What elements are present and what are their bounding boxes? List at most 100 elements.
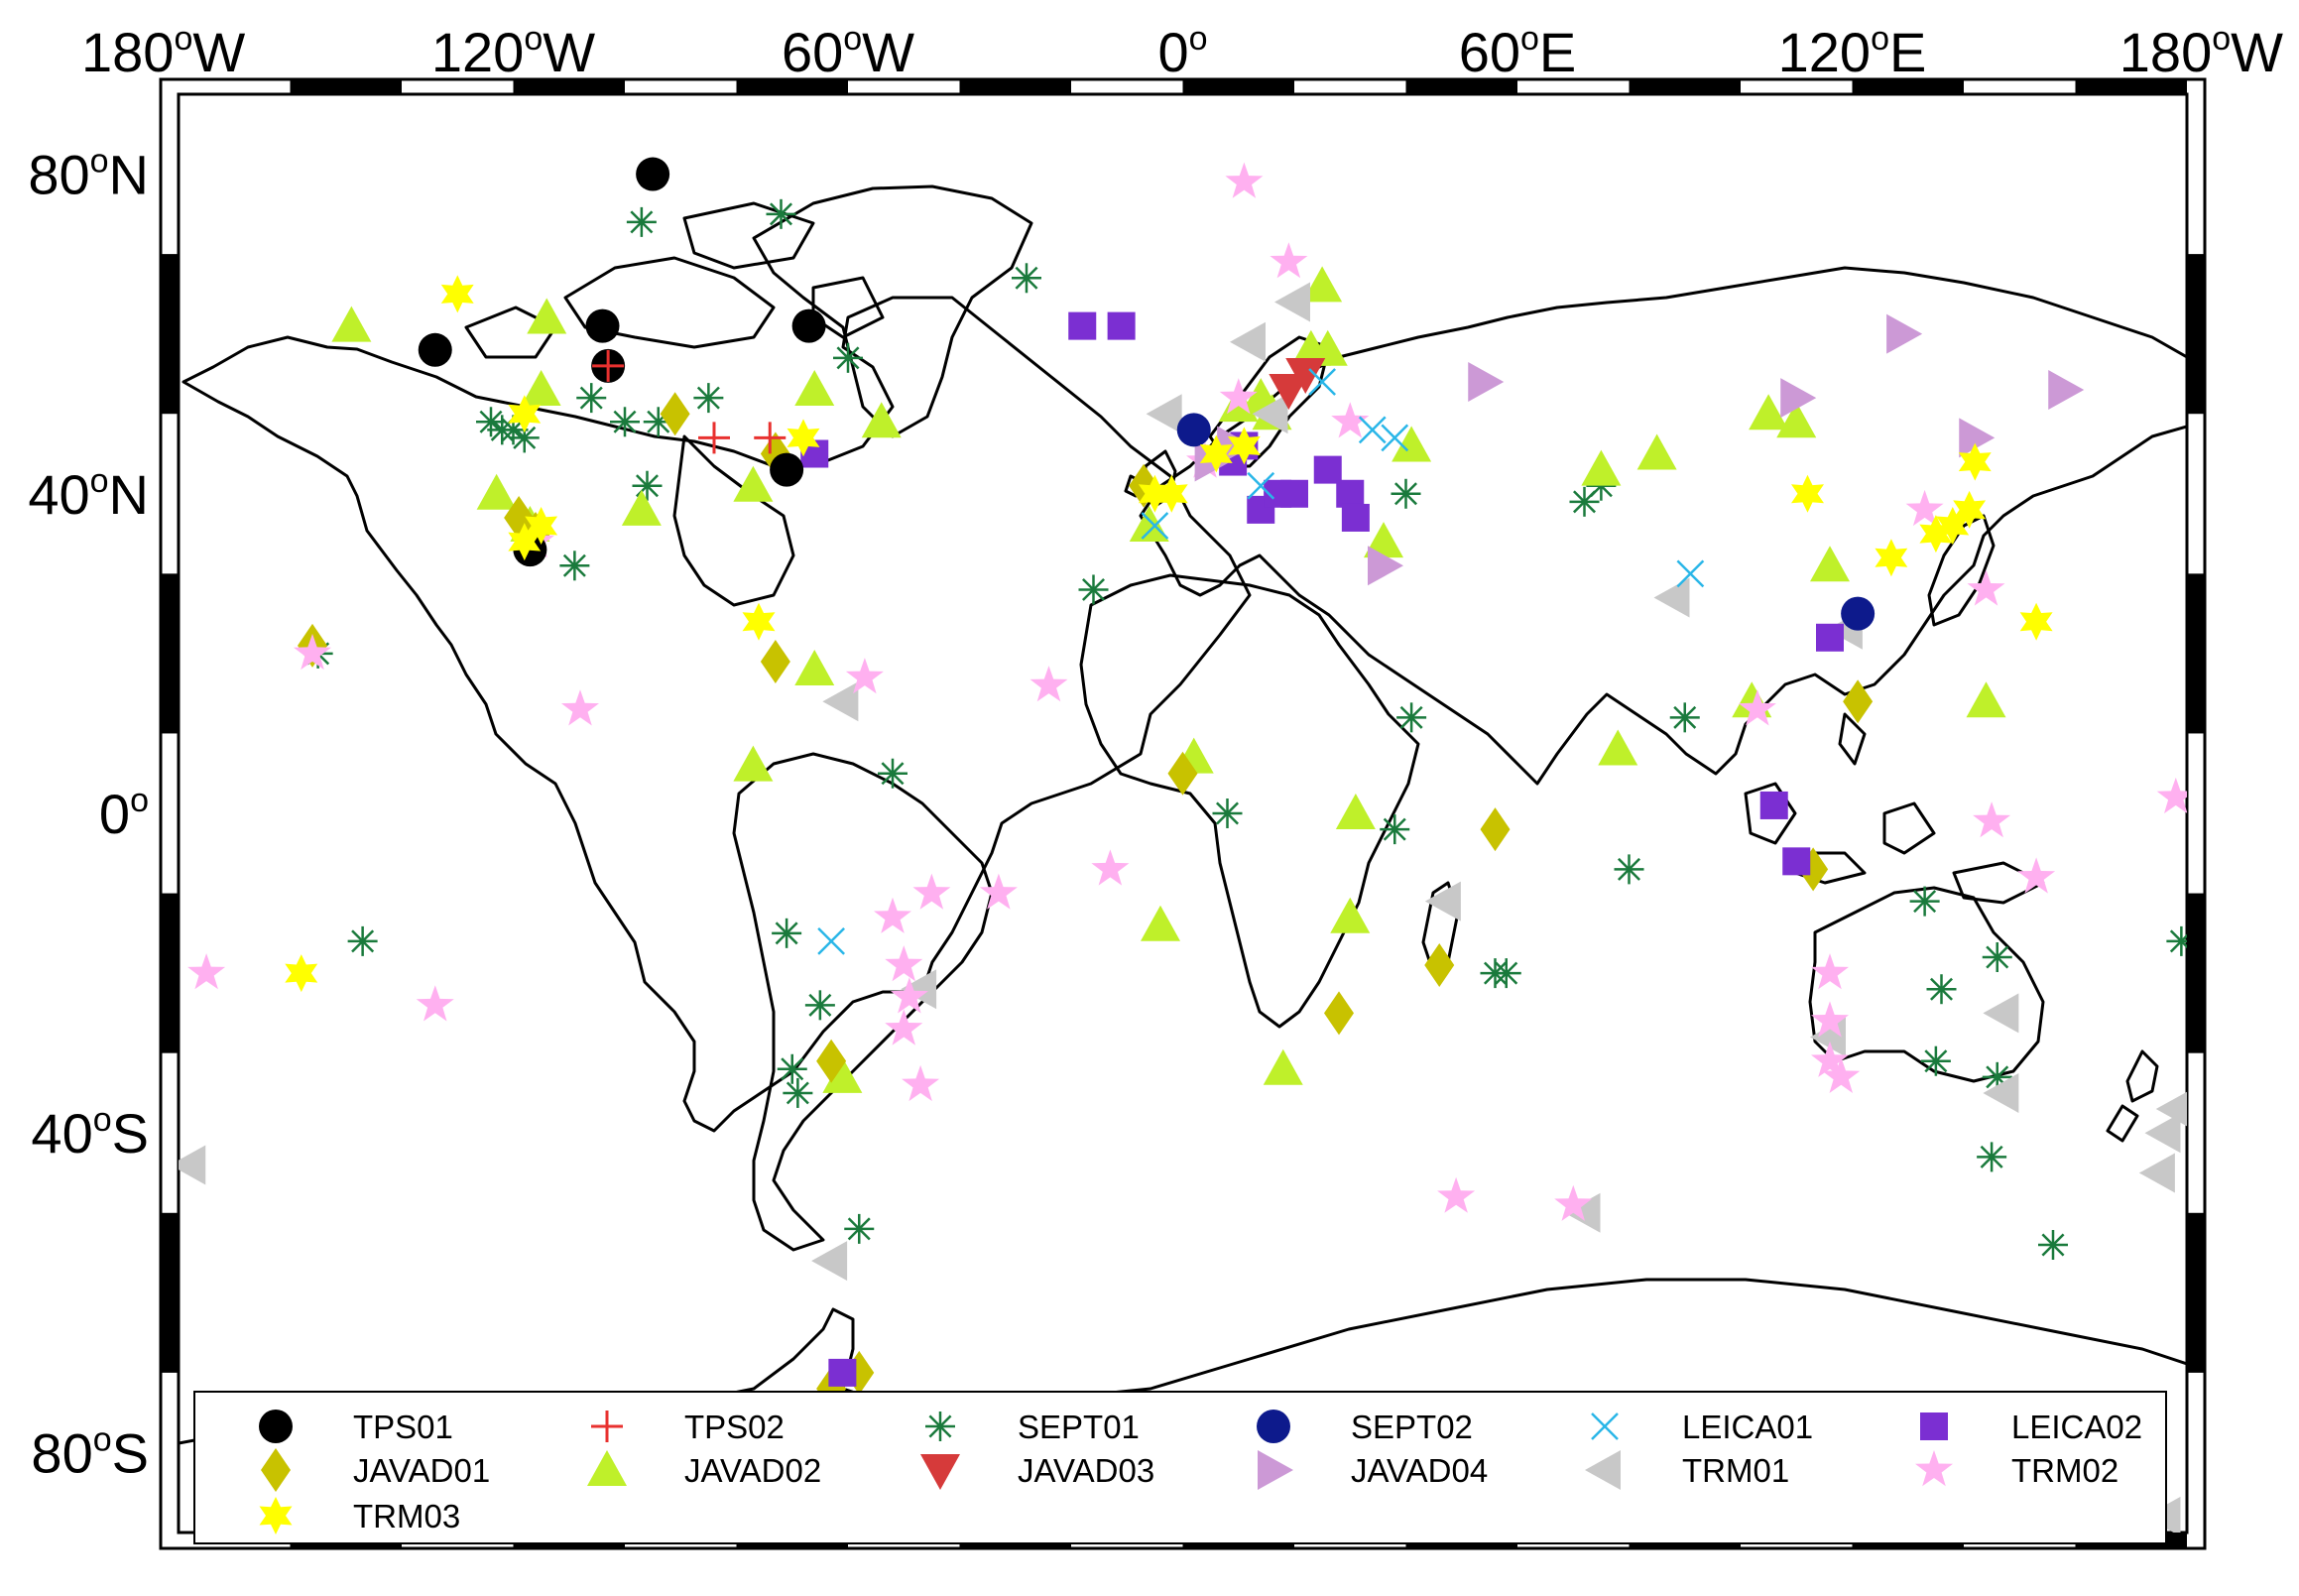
- station-marker-sept01: [347, 925, 378, 956]
- latitude-tick-label: 80oS: [31, 1420, 149, 1484]
- station-marker-tps02: [698, 422, 730, 454]
- longitude-tick-label: 60oE: [1459, 20, 1577, 83]
- station-marker-tps02: [754, 422, 786, 454]
- station-marker-trm01: [2155, 1091, 2187, 1127]
- station-marker-trm02: [874, 897, 911, 933]
- station-marker-leica01: [1308, 368, 1337, 396]
- station-marker-sept01: [1982, 942, 2012, 972]
- station-marker-javad04: [1780, 378, 1817, 419]
- station-marker-trm03: [1875, 539, 1908, 577]
- station-marker-trm01: [179, 1145, 206, 1185]
- station-marker-trm02: [187, 953, 226, 990]
- station-marker-trm01: [901, 969, 937, 1010]
- station-marker-trm02: [1811, 1001, 1849, 1038]
- station-marker-javad02: [1302, 266, 1343, 303]
- frame-band-top: [1852, 79, 1964, 94]
- coast-africa: [1079, 573, 1420, 1029]
- longitude-tick-label: 180oW: [81, 20, 245, 83]
- legend-marker-javad04: [1258, 1450, 1293, 1490]
- station-marker-sept01: [783, 1077, 813, 1108]
- longitude-tick-label: 60oW: [782, 20, 914, 83]
- station-marker-javad02: [1581, 449, 1622, 486]
- station-marker-trm02: [1822, 1056, 1861, 1093]
- station-marker-trm01: [2138, 1153, 2175, 1193]
- station-marker-trm02: [890, 977, 928, 1014]
- coast-australia: [1808, 886, 2045, 1083]
- frame-band-right: [2187, 573, 2205, 734]
- station-marker-sept02: [1176, 413, 1211, 447]
- station-marker-javad02: [1810, 546, 1850, 582]
- station-marker-sept01: [610, 407, 640, 437]
- station-marker-sept01: [559, 551, 590, 581]
- frame-band-right: [2187, 1212, 2205, 1373]
- legend-marker-trm02: [1915, 1450, 1953, 1487]
- station-marker-trm03: [2019, 602, 2053, 641]
- station-marker-javad04: [1959, 418, 1996, 458]
- station-marker-leica01: [1247, 471, 1275, 500]
- station-marker-sept01: [1078, 574, 1109, 605]
- station-marker-tps01: [585, 308, 620, 343]
- station-marker-javad02: [1307, 329, 1348, 366]
- legend-label-trm03: TRM03: [353, 1498, 460, 1535]
- station-marker-tps01: [636, 157, 670, 191]
- station-marker-trm01: [811, 1241, 848, 1282]
- station-marker-sept01: [772, 918, 802, 948]
- station-marker-leica02: [1341, 503, 1370, 532]
- legend-marker-tps01: [259, 1410, 293, 1443]
- latitude-tick-label: 40oN: [28, 462, 149, 526]
- station-marker-trm03: [1199, 434, 1233, 473]
- station-marker-tps01: [770, 452, 804, 487]
- station-marker-leica02: [1107, 311, 1136, 340]
- station-marker-trm02: [912, 873, 951, 910]
- legend-label-tps01: TPS01: [353, 1409, 453, 1445]
- station-marker-javad04: [1468, 362, 1505, 402]
- longitude-tick-label: 0o: [1157, 20, 1207, 83]
- station-markers: [179, 157, 2187, 1533]
- legend-marker-javad03: [920, 1454, 960, 1490]
- station-marker-sept01: [1012, 263, 1041, 294]
- longitude-labels: 180oW 120oW 60oW 0o 60oE 120oE 180oW: [81, 20, 2283, 83]
- coast-arctic-islands: [464, 201, 885, 359]
- station-marker-sept01: [2166, 925, 2187, 956]
- frame-band-left: [161, 1212, 179, 1373]
- legend-label-leica01: LEICA01: [1682, 1409, 1813, 1445]
- legend-marker-sept02: [1257, 1410, 1290, 1443]
- station-marker-sept01: [1380, 814, 1410, 845]
- legend-marker-leica02: [1920, 1412, 1948, 1440]
- station-marker-javad02: [733, 465, 774, 502]
- legend-label-javad01: JAVAD01: [353, 1452, 490, 1489]
- station-marker-trm01: [1424, 881, 1461, 921]
- station-marker-trm03: [742, 602, 776, 641]
- legend-box: [193, 1391, 2167, 1544]
- station-marker-trm02: [561, 689, 599, 726]
- station-marker-javad02: [331, 306, 372, 342]
- station-marker-javad02: [476, 473, 517, 510]
- station-marker-trm02: [294, 633, 331, 671]
- station-marker-javad02: [1141, 905, 1180, 941]
- station-marker-trm03: [508, 523, 542, 561]
- frame-band-left: [161, 893, 179, 1053]
- station-marker-trm02: [845, 658, 884, 694]
- frame-band-top: [736, 79, 848, 94]
- station-marker-trm03: [1791, 474, 1824, 513]
- station-marker-javad01: [1843, 679, 1874, 724]
- station-marker-trm02: [2156, 777, 2187, 814]
- station-marker-leica02: [1759, 791, 1788, 819]
- station-marker-javad01: [1480, 807, 1511, 852]
- station-marker-leica02: [1336, 479, 1365, 508]
- station-marker-javad02: [1364, 522, 1403, 558]
- station-marker-trm02: [1091, 849, 1130, 886]
- station-marker-sept01: [1391, 478, 1421, 509]
- station-marker-trm01: [2144, 1113, 2181, 1154]
- station-marker-leica01: [1676, 559, 1705, 588]
- longitude-tick-label: 180oW: [2119, 20, 2283, 83]
- station-marker-sept02: [1841, 596, 1876, 631]
- station-marker-sept01: [1926, 974, 1957, 1005]
- station-marker-javad02: [794, 370, 835, 407]
- station-marker-trm03: [786, 419, 820, 457]
- station-marker-sept01: [1491, 958, 1521, 989]
- station-marker-trm03: [1953, 490, 1987, 529]
- station-marker-trm02: [2017, 857, 2056, 894]
- station-marker-javad02: [1263, 1048, 1303, 1085]
- station-marker-leica02: [1782, 847, 1811, 876]
